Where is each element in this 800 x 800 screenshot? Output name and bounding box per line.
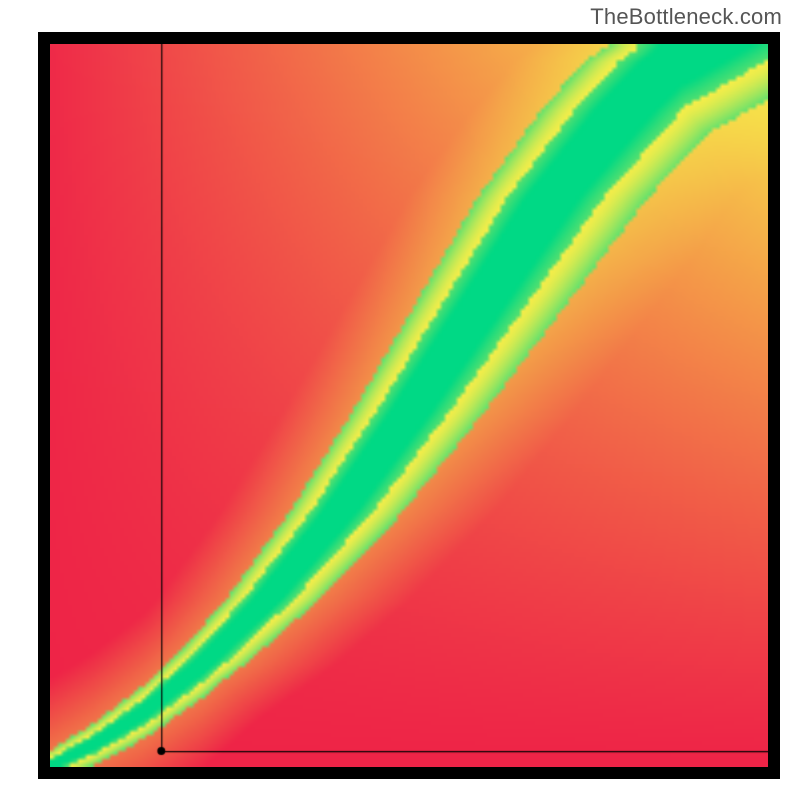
watermark-text: TheBottleneck.com	[590, 4, 782, 30]
crosshair-overlay	[50, 44, 768, 767]
chart-container: { "watermark": { "text": "TheBottleneck.…	[0, 0, 800, 800]
